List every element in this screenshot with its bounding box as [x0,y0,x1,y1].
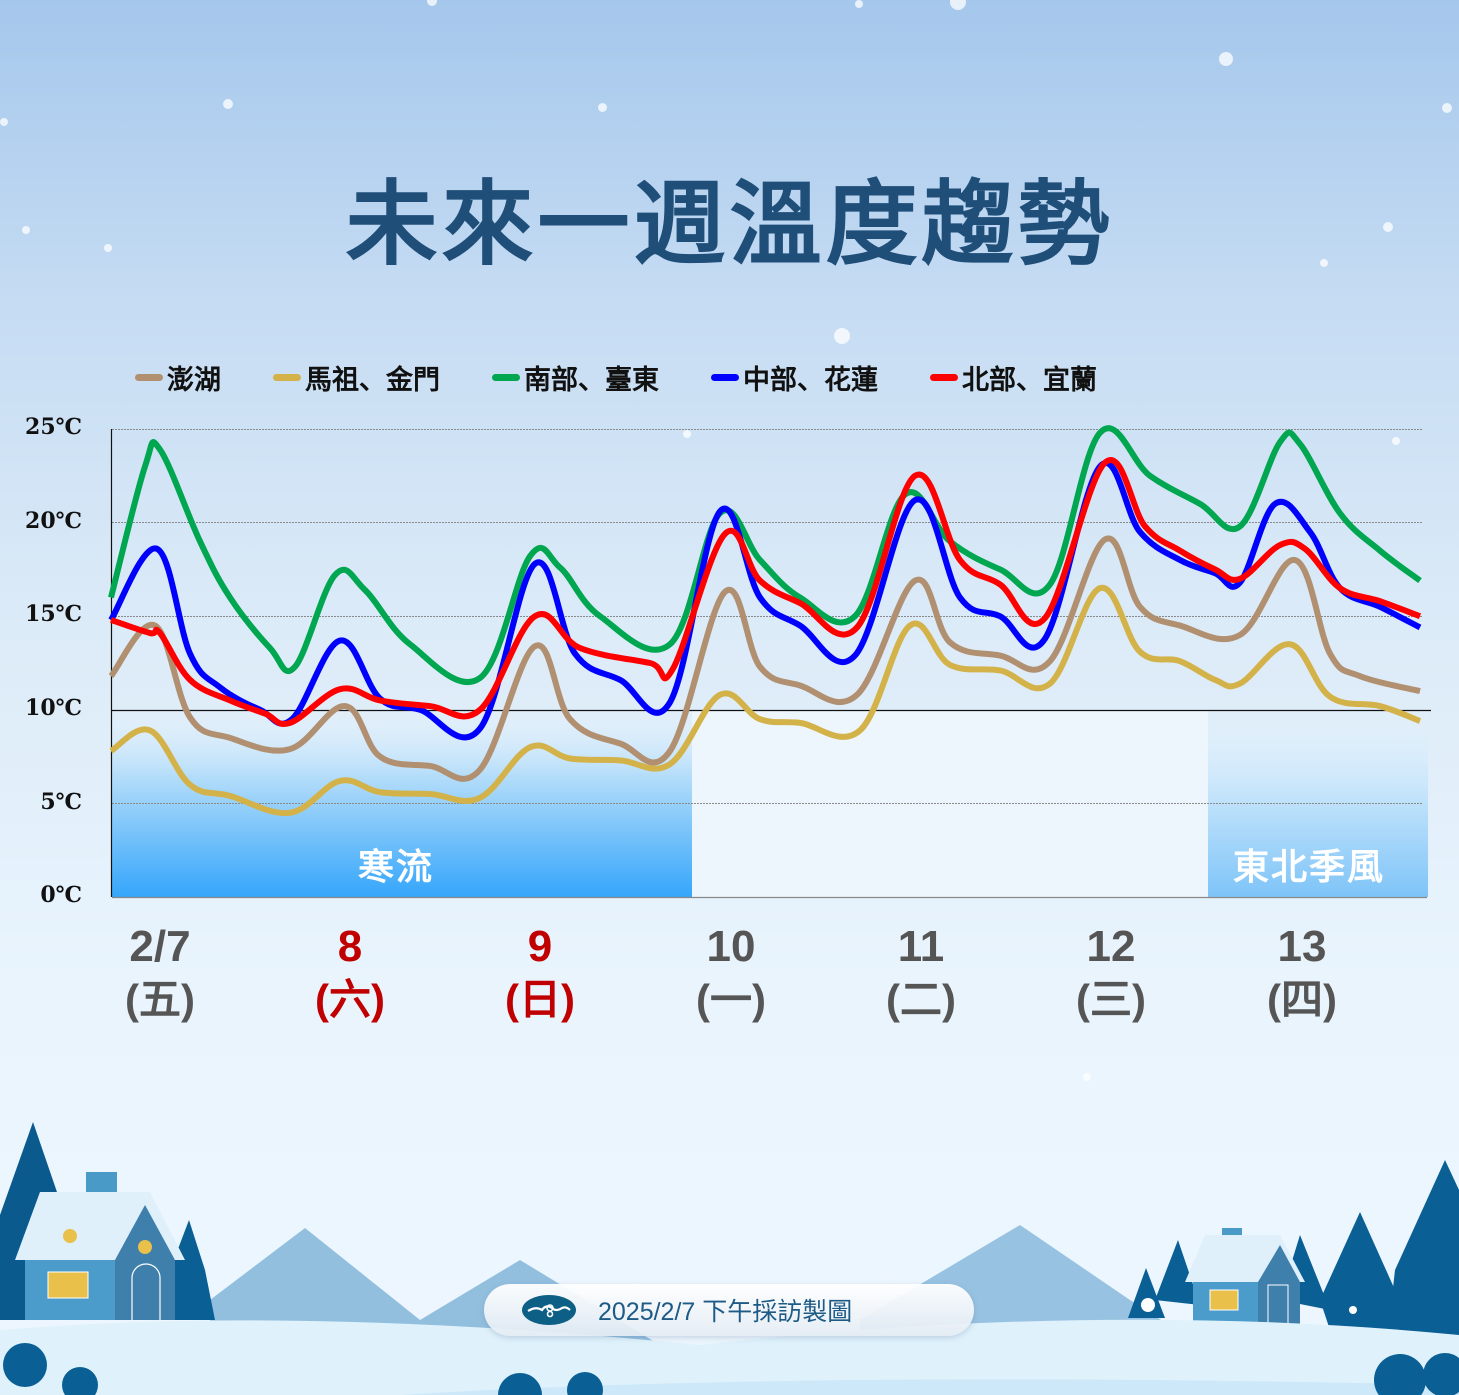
legend-label: 澎湖 [167,365,221,396]
pine-tree-icon [1320,1212,1400,1330]
x-label-weekday: (三) [1076,976,1146,1023]
house-icon [15,1172,185,1320]
x-label-3: 10 (一) [671,922,791,1028]
house-icon [1185,1228,1305,1328]
bush-icon [567,1372,603,1395]
x-label-date: 11 [897,922,945,971]
y-tick-20: 20℃ [25,508,82,534]
series-line-4 [108,460,1422,741]
chart-legend: 澎湖 馬祖、金門 南部、臺東 中部、花蓮 北部、宜蘭 [135,358,1097,397]
legend-label: 中部、花蓮 [743,365,878,396]
cloud-logo-icon [522,1295,576,1325]
legend-swatch-icon [492,374,520,381]
x-label-weekday: (六) [315,976,385,1023]
x-label-1: 8 (六) [290,922,410,1028]
legend-item-north-yilan: 北部、宜蘭 [930,358,1097,397]
footer-badge: 2025/2/7 下午採訪製圖 [484,1284,974,1336]
x-label-date: 8 [337,922,363,971]
cold-wave-label: 寒流 [358,847,435,888]
bush-icon [3,1343,47,1387]
series-line-2 [109,585,1422,817]
legend-label: 北部、宜蘭 [962,365,1097,396]
x-label-weekday: (五) [125,976,195,1023]
series-line-1 [108,535,1421,782]
legend-item-matsu-kinmen: 馬祖、金門 [273,358,440,397]
bush-icon [1374,1354,1426,1395]
legend-label: 南部、臺東 [524,365,659,396]
legend-swatch-icon [273,374,301,381]
x-label-date: 12 [1086,922,1136,971]
legend-swatch-icon [135,374,163,381]
x-label-4: 11 (二) [861,922,981,1028]
series-line-3 [108,425,1422,686]
x-label-weekday: (四) [1267,976,1337,1023]
y-tick-5: 5℃ [40,789,82,815]
legend-swatch-icon [930,374,958,381]
x-label-weekday: (日) [505,976,575,1023]
pine-tree-icon [1128,1268,1165,1318]
legend-label: 馬祖、金門 [305,365,440,396]
footer-caption: 2025/2/7 下午採訪製圖 [598,1298,853,1326]
x-label-2: 9 (日) [480,922,600,1028]
bush-icon [62,1367,98,1395]
winter-scene-illustration [0,1122,1459,1395]
snow-hill [0,1319,1459,1395]
page-title: 未來一週溫度趨勢 [345,171,1114,278]
temperature-chart [108,425,1431,899]
legend-item-penghu: 澎湖 [135,358,221,397]
y-tick-25: 25℃ [25,414,82,440]
bush-icon [1423,1353,1459,1395]
y-tick-15: 15℃ [25,601,82,627]
pine-tree-icon [1155,1240,1200,1305]
y-tick-10: 10℃ [25,695,82,721]
series-line-5 [110,457,1422,727]
x-label-0: 2/7 (五) [100,922,220,1028]
gridlines [112,429,1423,804]
x-label-date: 10 [706,922,756,971]
legend-swatch-icon [711,374,739,381]
x-label-date: 2/7 [129,922,191,971]
x-label-date: 13 [1277,922,1327,971]
snow-hill [400,1379,1459,1395]
y-tick-0: 0℃ [40,882,82,908]
x-label-5: 12 (三) [1051,922,1171,1028]
monsoon-label: 東北季風 [1233,847,1386,888]
pine-tree-icon [170,1220,215,1320]
legend-item-central-hualien: 中部、花蓮 [711,358,878,397]
series-lines [108,425,1422,817]
pine-tree-icon [1385,1160,1459,1360]
legend-item-south-taitung: 南部、臺東 [492,358,659,397]
x-label-weekday: (一) [696,976,766,1023]
x-label-6: 13 (四) [1242,922,1362,1028]
bush-icon [498,1373,542,1395]
x-label-weekday: (二) [886,976,956,1023]
x-label-date: 9 [527,922,553,971]
